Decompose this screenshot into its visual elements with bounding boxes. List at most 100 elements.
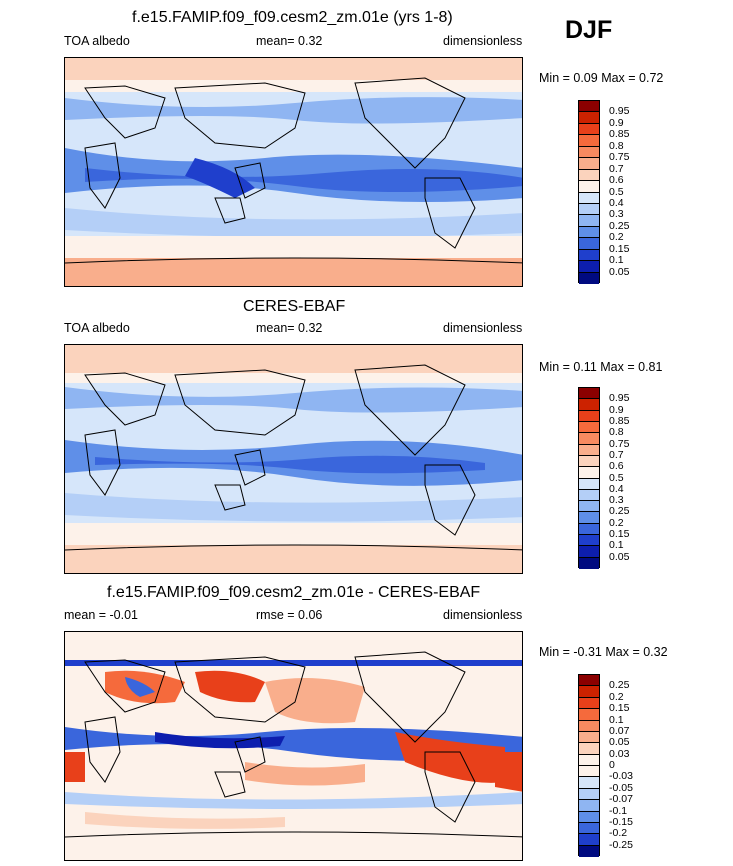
colorbar-swatch bbox=[579, 455, 599, 468]
colorbar-swatch bbox=[579, 444, 599, 456]
colorbar-swatch bbox=[579, 845, 599, 857]
panel-3-colorbar bbox=[578, 674, 600, 857]
colorbar-tick-label: 0.7 bbox=[609, 448, 624, 461]
panel-2-colorbar bbox=[578, 387, 600, 569]
panel-1-variable-label: TOA albedo bbox=[64, 34, 130, 48]
colorbar-tick-label: 0 bbox=[609, 759, 615, 771]
colorbar-tick-label: -0.07 bbox=[609, 793, 633, 806]
colorbar-swatch bbox=[579, 399, 599, 411]
panel-3-rmse-label: rmse = 0.06 bbox=[256, 608, 323, 622]
colorbar-tick-label: 0.9 bbox=[609, 116, 624, 129]
panel-3-minmax: Min = -0.31 Max = 0.32 bbox=[539, 645, 668, 659]
colorbar-swatch bbox=[579, 557, 599, 569]
panel-1-colorbar bbox=[578, 100, 600, 284]
colorbar-swatch bbox=[579, 410, 599, 422]
panel-1-units-label: dimensionless bbox=[443, 34, 523, 48]
colorbar-tick-label: 0.25 bbox=[609, 679, 630, 692]
colorbar-swatch bbox=[579, 433, 599, 445]
colorbar-tick-label: -0.15 bbox=[609, 815, 633, 828]
panel-1-mean-label: mean= 0.32 bbox=[256, 34, 323, 48]
colorbar-swatch bbox=[579, 226, 599, 239]
colorbar-tick-label: 0.8 bbox=[609, 139, 624, 152]
colorbar-tick-label: 0.2 bbox=[609, 690, 624, 703]
colorbar-tick-label: 0.6 bbox=[609, 460, 624, 473]
colorbar-swatch bbox=[579, 523, 599, 536]
panel-3-mean-label: mean = -0.01 bbox=[64, 608, 139, 622]
colorbar-tick-label: 0.2 bbox=[609, 231, 624, 244]
colorbar-tick-label: 0.2 bbox=[609, 516, 624, 529]
colorbar-tick-label: 0.25 bbox=[609, 505, 630, 518]
colorbar-tick-label: 0.5 bbox=[609, 185, 624, 198]
colorbar-tick-label: 0.85 bbox=[609, 414, 630, 427]
colorbar-swatch bbox=[579, 754, 599, 766]
colorbar-swatch bbox=[579, 146, 599, 159]
colorbar-tick-label: -0.05 bbox=[609, 781, 633, 794]
colorbar-swatch bbox=[579, 238, 599, 250]
colorbar-tick-label: 0.85 bbox=[609, 128, 630, 141]
colorbar-tick-label: -0.1 bbox=[609, 804, 628, 817]
colorbar-tick-label: 0.6 bbox=[609, 174, 624, 187]
colorbar-swatch bbox=[579, 720, 599, 732]
season-label: DJF bbox=[565, 16, 613, 44]
colorbar-swatch bbox=[579, 158, 599, 170]
colorbar-swatch bbox=[579, 697, 599, 710]
colorbar-tick-label: -0.25 bbox=[609, 838, 633, 851]
colorbar-swatch bbox=[579, 535, 599, 547]
colorbar-tick-label: 0.03 bbox=[609, 747, 630, 760]
panel-2-map bbox=[64, 344, 523, 574]
panel-1-minmax: Min = 0.09 Max = 0.72 bbox=[539, 71, 664, 85]
colorbar-tick-label: 0.15 bbox=[609, 528, 630, 541]
panel-2-minmax: Min = 0.11 Max = 0.81 bbox=[539, 360, 663, 374]
colorbar-tick-label: 0.1 bbox=[609, 539, 624, 552]
colorbar-swatch bbox=[579, 675, 599, 687]
colorbar-tick-label: 0.1 bbox=[609, 254, 624, 267]
colorbar-swatch bbox=[579, 822, 599, 835]
colorbar-tick-label: 0.1 bbox=[609, 713, 624, 726]
colorbar-swatch bbox=[579, 192, 599, 204]
colorbar-swatch bbox=[579, 135, 599, 147]
panel-1-map bbox=[64, 57, 523, 287]
colorbar-tick-label: 0.75 bbox=[609, 437, 630, 450]
colorbar-tick-label: 0.05 bbox=[609, 550, 630, 563]
colorbar-swatch bbox=[579, 421, 599, 434]
colorbar-tick-label: 0.05 bbox=[609, 265, 630, 278]
colorbar-swatch bbox=[579, 686, 599, 698]
colorbar-swatch bbox=[579, 101, 599, 113]
panel-2-albedo-field bbox=[65, 345, 522, 573]
colorbar-swatch bbox=[579, 203, 599, 216]
colorbar-tick-label: 0.15 bbox=[609, 702, 630, 715]
panel-3-units-label: dimensionless bbox=[443, 608, 523, 622]
colorbar-tick-label: -0.2 bbox=[609, 827, 628, 840]
colorbar-tick-label: 0.07 bbox=[609, 724, 630, 737]
colorbar-tick-label: 0.4 bbox=[609, 196, 624, 209]
panel-2-variable-label: TOA albedo bbox=[64, 321, 130, 335]
colorbar-swatch bbox=[579, 777, 599, 789]
colorbar-tick-label: 0.3 bbox=[609, 494, 624, 507]
colorbar-swatch bbox=[579, 478, 599, 490]
colorbar-tick-label: 0.95 bbox=[609, 105, 630, 118]
colorbar-swatch bbox=[579, 834, 599, 846]
colorbar-swatch bbox=[579, 501, 599, 513]
colorbar-swatch bbox=[579, 388, 599, 400]
panel-3-map bbox=[64, 631, 523, 861]
colorbar-swatch bbox=[579, 731, 599, 744]
panel-3-difference-field bbox=[65, 632, 522, 860]
colorbar-tick-label: 0.4 bbox=[609, 482, 624, 495]
colorbar-swatch bbox=[579, 788, 599, 801]
colorbar-swatch bbox=[579, 123, 599, 136]
panel-1-title: f.e15.FAMIP.f09_f09.cesm2_zm.01e (yrs 1-… bbox=[132, 9, 453, 26]
colorbar-swatch bbox=[579, 743, 599, 755]
panel-2-units-label: dimensionless bbox=[443, 321, 523, 335]
colorbar-tick-label: 0.3 bbox=[609, 208, 624, 221]
colorbar-swatch bbox=[579, 261, 599, 273]
colorbar-swatch bbox=[579, 181, 599, 193]
panel-2-mean-label: mean= 0.32 bbox=[256, 321, 323, 335]
colorbar-tick-label: 0.5 bbox=[609, 471, 624, 484]
colorbar-swatch bbox=[579, 215, 599, 227]
colorbar-tick-label: -0.03 bbox=[609, 770, 633, 783]
colorbar-tick-label: 0.7 bbox=[609, 162, 624, 175]
colorbar-swatch bbox=[579, 169, 599, 182]
colorbar-tick-label: 0.75 bbox=[609, 151, 630, 164]
panel-2-title: CERES-EBAF bbox=[243, 298, 346, 315]
colorbar-tick-label: 0.8 bbox=[609, 426, 624, 439]
